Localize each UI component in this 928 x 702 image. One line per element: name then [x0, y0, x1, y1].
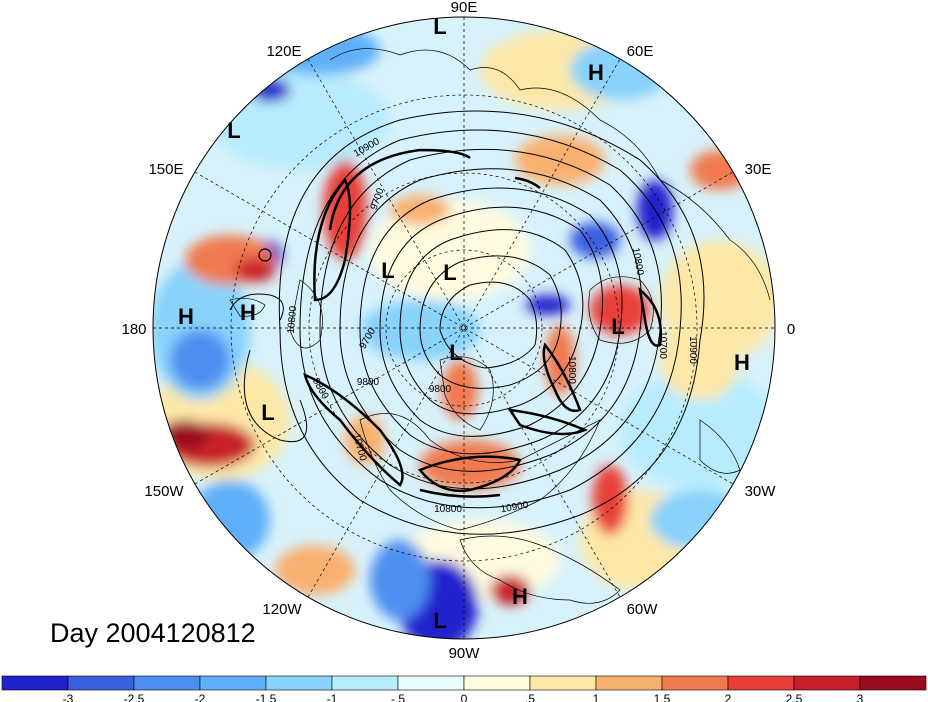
colorbar-tick-label: .5: [525, 692, 535, 702]
contour-label: 10800: [566, 356, 577, 384]
lon-label-30w: 30W: [745, 483, 777, 500]
pressure-center-high-caribbean: H: [512, 584, 528, 609]
pressure-center-low-europe: L: [611, 314, 624, 339]
colorbar-tick-label: 2: [725, 692, 732, 702]
colorbar-tick-label: -2: [195, 692, 206, 702]
lon-label-60e: 60E: [627, 43, 654, 60]
lon-label-150e: 150E: [148, 161, 183, 178]
colorbar-tick-label: 3: [857, 692, 864, 702]
colorbar-swatch: [133, 675, 201, 691]
lon-label-90e: 90E: [451, 0, 478, 16]
contour-label: 9800: [429, 384, 452, 395]
pressure-center-low-greenland: L: [449, 340, 462, 365]
colorbar-tick-label: 1: [593, 692, 600, 702]
contour-label: 10800: [434, 504, 462, 515]
anomaly-field: [153, 17, 775, 639]
colorbar-tick-label: 2.5: [786, 692, 803, 702]
pressure-center-low-pacific: L: [261, 400, 274, 425]
pressure-center-low-siberia: L: [381, 258, 394, 283]
colorbar-swatch: [529, 675, 597, 691]
height-contours: [229, 110, 705, 535]
lon-label-120e: 120E: [266, 43, 301, 60]
colorbar-swatch: [199, 675, 267, 691]
day-label: Day 2004120812: [50, 618, 256, 648]
pressure-center-low-bottom: L: [433, 608, 446, 633]
lon-label-30e: 30E: [745, 161, 772, 178]
lon-label-0: 0: [787, 321, 795, 338]
lon-label-90w: 90W: [449, 645, 481, 662]
pressure-center-low-pole: L: [443, 260, 456, 285]
colorbar-swatch: [463, 675, 531, 691]
colorbar-tick-label: 0: [461, 692, 468, 702]
pressure-centers: L H L H H L L L H L L L H: [178, 14, 750, 633]
pressure-center-high-60e: H: [588, 60, 604, 85]
lon-label-150w: 150W: [144, 483, 184, 500]
graticule: [153, 17, 775, 639]
colorbar-swatch: [661, 675, 729, 691]
colorbar-swatch: [859, 675, 927, 691]
colorbar: -3 -2.5 -2 -1.5 -1 -.5 0 .5 1 1.5 2 2.5 3: [1, 675, 927, 702]
pressure-center-low-135e: L: [227, 118, 240, 143]
contour-label: 10900: [500, 500, 530, 516]
colorbar-swatch: [67, 675, 135, 691]
pressure-center-high-180b: H: [240, 300, 256, 325]
lon-label-60w: 60W: [627, 601, 659, 618]
lon-label-120w: 120W: [262, 601, 302, 618]
colorbar-swatch: [727, 675, 795, 691]
colorbar-swatch: [1, 675, 69, 691]
colorbar-tick-label: 1.5: [654, 692, 671, 702]
longitude-labels: 90E 120E 60E 150E 30E 180 0 150W 30W 120…: [121, 0, 795, 662]
colorbar-tick-label: -1: [327, 692, 338, 702]
colorbar-swatch: [265, 675, 333, 691]
map-boundary: [152, 16, 776, 640]
colorbar-swatch: [331, 675, 399, 691]
colorbar-swatch: [595, 675, 663, 691]
pressure-center-low-top: L: [433, 14, 446, 39]
lon-label-180: 180: [121, 321, 146, 338]
contour-label: 10800: [630, 247, 646, 277]
colorbar-tick-label: -2.5: [124, 692, 145, 702]
colorbar-tick-label: -3: [63, 692, 74, 702]
contour-label: 9800: [357, 377, 380, 388]
pressure-center-high-atlantic: H: [734, 350, 750, 375]
contour-label: 10700: [657, 331, 668, 359]
colorbar-tick-label: -1.5: [256, 692, 277, 702]
pressure-center-high-180a: H: [178, 304, 194, 329]
colorbar-swatch: [397, 675, 465, 691]
colorbar-tick-label: -.5: [391, 692, 405, 702]
colorbar-swatch: [793, 675, 861, 691]
contour-label: 10900: [687, 336, 698, 364]
contour-label: 10800: [286, 305, 299, 334]
